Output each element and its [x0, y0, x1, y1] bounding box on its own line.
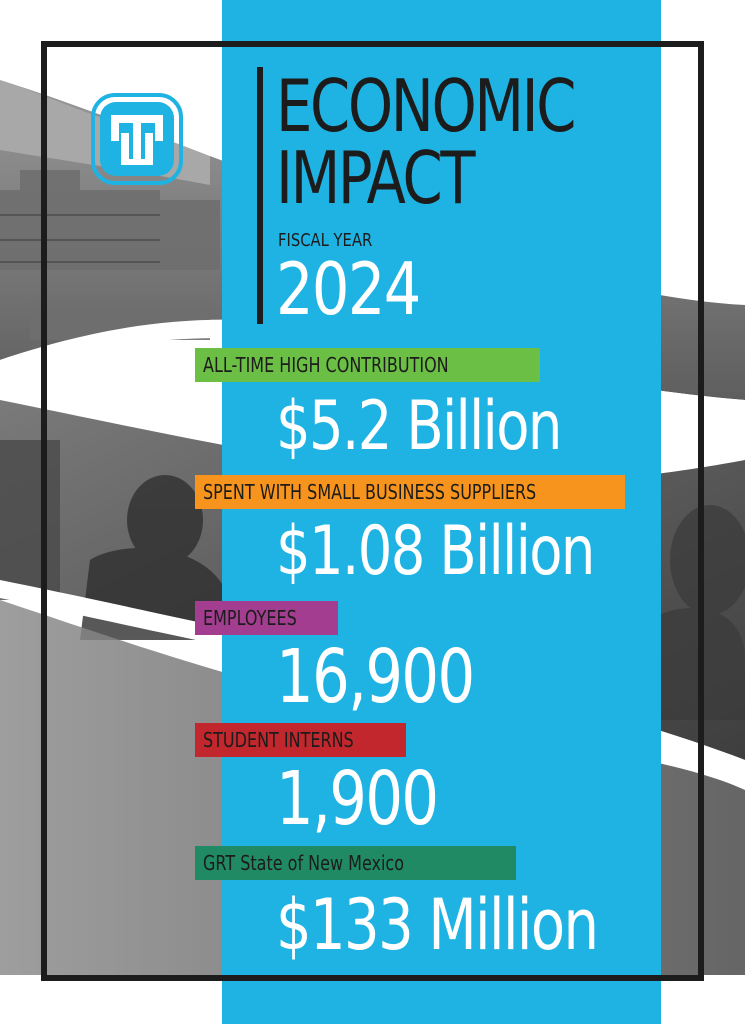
stat-value-small-business: $1.08 Billion: [276, 512, 595, 591]
stat-label-interns: STUDENT INTERNS: [195, 723, 406, 757]
fiscal-year-label: FISCAL YEAR: [278, 230, 373, 251]
stat-label-employees: EMPLOYEES: [195, 601, 338, 635]
stat-value-employees: 16,900: [276, 634, 475, 720]
stat-label-contribution: ALL-TIME HIGH CONTRIBUTION: [195, 348, 540, 382]
title-accent-bar: [257, 67, 263, 324]
stat-value-contribution: $5.2 Billion: [276, 387, 562, 466]
fiscal-year-value: 2024: [276, 247, 421, 331]
title-line-2: IMPACT: [276, 136, 476, 220]
black-frame: [41, 41, 704, 981]
stat-value-interns: 1,900: [276, 756, 439, 842]
stat-label-small-business: SPENT WITH SMALL BUSINESS SUPPLIERS: [195, 475, 625, 509]
title-line-1: ECONOMIC: [276, 64, 576, 148]
stat-label-grt: GRT State of New Mexico: [195, 846, 516, 880]
thunderbird-logo-icon: [91, 93, 183, 185]
stat-value-grt: $133 Million: [276, 884, 599, 966]
